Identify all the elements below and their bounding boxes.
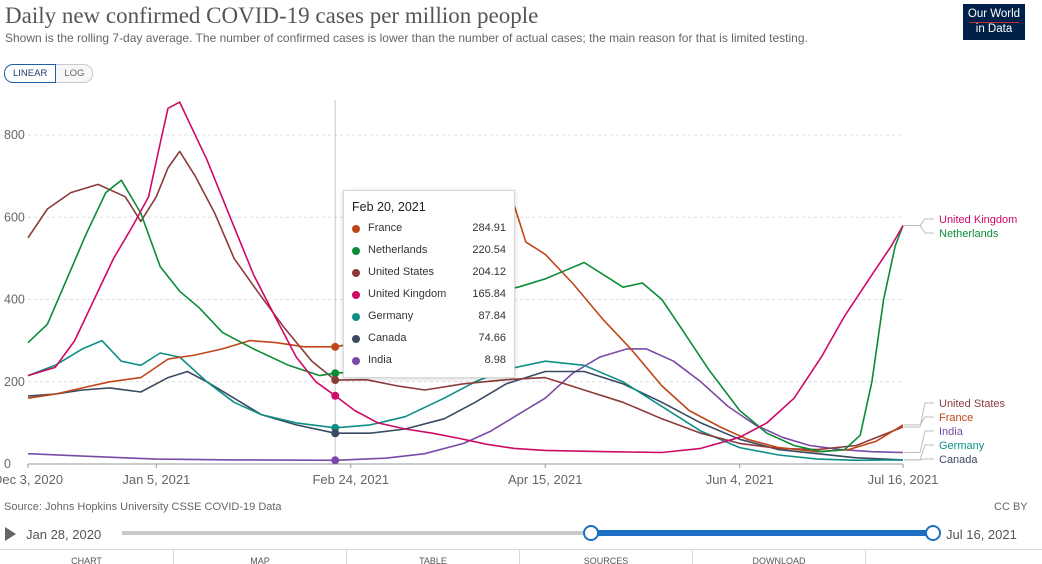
grid-lines	[28, 134, 903, 465]
scale-toggle: LINEAR LOG	[4, 64, 94, 83]
x-axis: Dec 3, 2020 Jan 5, 2021 Feb 24, 2021 Apr 15…	[0, 464, 938, 487]
series-label: United Kingdom	[939, 214, 1017, 226]
y-tick-label: 400	[4, 293, 25, 307]
series-label: Canada	[939, 454, 978, 466]
x-tick-label: Feb 24, 2021	[312, 472, 389, 487]
log-scale-button[interactable]: LOG	[56, 64, 94, 83]
license-link[interactable]: CC BY	[994, 501, 1028, 513]
tooltip-date: Feb 20, 2021	[352, 200, 426, 214]
tooltip-series-name: United States	[368, 266, 435, 278]
series-label: Germany	[939, 440, 985, 452]
label-connector	[904, 224, 934, 234]
tab-bar: CHART MAP TABLE SOURCES DOWNLOAD	[0, 549, 1042, 564]
series-line-canada	[27, 370, 904, 461]
tooltip-row: Canada 74.66	[352, 331, 506, 349]
tooltip-row: France 284.91	[352, 221, 506, 239]
label-connector	[904, 430, 934, 453]
hover-point	[331, 376, 340, 385]
label-connector	[904, 402, 934, 428]
tab-sources[interactable]: SOURCES	[520, 550, 693, 564]
tab-chart[interactable]: CHART	[0, 550, 174, 564]
hover-marker	[331, 100, 340, 465]
linear-scale-button[interactable]: LINEAR	[4, 64, 57, 83]
tooltip-series-name: India	[368, 354, 392, 366]
tooltip-series-name: Canada	[368, 332, 407, 344]
timeline-track[interactable]	[122, 531, 932, 535]
legend-dot-icon	[352, 313, 360, 321]
x-tick-label: Jul 16, 2021	[868, 472, 939, 487]
logo-line-2: in Data	[969, 22, 1019, 36]
timeline-selected-range[interactable]	[590, 530, 932, 536]
hover-point	[331, 391, 340, 400]
x-tick-label: Dec 3, 2020	[0, 472, 63, 487]
x-tick-label: Jun 4, 2021	[706, 472, 774, 487]
series-line-united-kingdom	[27, 101, 904, 454]
source-note[interactable]: Source: Johns Hopkins University CSSE CO…	[4, 501, 282, 513]
hover-point	[331, 342, 340, 351]
label-connector	[904, 458, 934, 461]
timeline: Jan 28, 2020 Jul 16, 2021	[0, 521, 1042, 547]
series-line-germany	[27, 339, 904, 462]
legend-dot-icon	[352, 247, 360, 255]
series-label: France	[939, 412, 973, 424]
owid-logo[interactable]: Our World in Data	[963, 4, 1025, 40]
tooltip-row: India 8.98	[352, 353, 506, 371]
tooltip-series-value: 284.91	[472, 222, 506, 234]
legend-dot-icon	[352, 291, 360, 299]
tooltip-series-name: United Kingdom	[368, 288, 447, 300]
y-axis: 0 200 400 600 800	[4, 128, 25, 471]
hover-point	[331, 456, 340, 465]
tab-extra[interactable]	[866, 550, 1041, 564]
chart-subtitle: Shown is the rolling 7-day average. The …	[5, 31, 808, 45]
y-tick-label: 600	[4, 210, 25, 224]
tooltip-series-value: 165.84	[472, 288, 506, 300]
tooltip-row: Germany 87.84	[352, 309, 506, 327]
tooltip-row: Netherlands 220.54	[352, 243, 506, 261]
hover-point	[331, 369, 340, 378]
series-label: India	[939, 426, 964, 438]
timeline-start-handle[interactable]	[583, 525, 599, 541]
series-label: United States	[939, 398, 1006, 410]
play-icon[interactable]	[5, 527, 16, 541]
tooltip-series-name: Netherlands	[368, 244, 428, 256]
tooltip-series-value: 87.84	[478, 310, 506, 322]
tooltip-series-name: France	[368, 222, 403, 234]
timeline-start-label: Jan 28, 2020	[26, 527, 102, 542]
y-tick-label: 0	[4, 457, 11, 471]
tab-download[interactable]: DOWNLOAD	[693, 550, 866, 564]
y-tick-label: 800	[4, 128, 25, 142]
tooltip-series-value: 8.98	[484, 354, 506, 366]
chart-title: Daily new confirmed COVID-19 cases per m…	[5, 3, 539, 28]
hover-point	[331, 429, 340, 438]
series-labels: United Kingdom Netherlands United States Fr…	[904, 214, 1017, 466]
tooltip-series-value: 204.12	[472, 266, 506, 278]
tooltip-series-name: Germany	[368, 310, 414, 322]
timeline-end-handle[interactable]	[925, 525, 941, 541]
legend-dot-icon	[352, 335, 360, 343]
tooltip-row: United Kingdom 165.84	[352, 287, 506, 305]
hover-tooltip: Feb 20, 2021 France 284.91 Netherlands 220.…	[343, 190, 515, 378]
timeline-end-label: Jul 16, 2021	[946, 527, 1017, 542]
tooltip-series-value: 74.66	[478, 332, 506, 344]
logo-line-1: Our World	[967, 8, 1021, 20]
tab-table[interactable]: TABLE	[347, 550, 520, 564]
x-tick-label: Apr 15, 2021	[508, 472, 582, 487]
tooltip-series-value: 220.54	[472, 244, 506, 256]
legend-dot-icon	[352, 225, 360, 233]
label-connector	[904, 218, 934, 226]
tab-map[interactable]: MAP	[174, 550, 347, 564]
y-tick-label: 200	[4, 375, 25, 389]
series-label: Netherlands	[939, 228, 999, 240]
x-tick-label: Jan 5, 2021	[122, 472, 190, 487]
legend-dot-icon	[352, 269, 360, 277]
label-connector	[904, 416, 934, 426]
legend-dot-icon	[352, 357, 360, 365]
line-chart[interactable]: 0 200 400 600 800 Dec 3, 2020 Jan 5, 2021 Feb …	[0, 88, 1042, 496]
tooltip-row: United States 204.12	[352, 265, 506, 283]
